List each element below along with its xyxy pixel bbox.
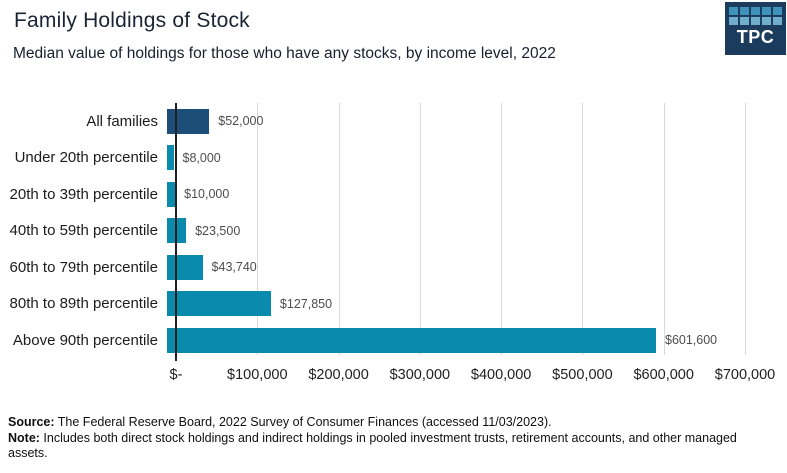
chart-row: All families $52,000 (0, 103, 787, 140)
bar-track: $43,740 (167, 249, 736, 286)
note-label: Note: (8, 430, 40, 445)
category-label: 60th to 79th percentile (9, 258, 158, 276)
category-label: Above 90th percentile (12, 331, 158, 349)
category-label: All families (86, 112, 158, 130)
category-label: 80th to 89th percentile (9, 295, 158, 313)
logo-squares-icon (729, 7, 782, 25)
x-tick-label: $600,000 (633, 367, 694, 383)
bar-track: $127,850 (167, 286, 736, 323)
x-tick-label: $300,000 (389, 367, 451, 383)
plot-rows: All families $52,000 Under 20th percentile… (0, 103, 787, 359)
x-axis: $- $100,000 $200,000 $300,000 $400,000 $500,0… (170, 365, 776, 385)
x-tick-label: $200,000 (308, 367, 369, 383)
gridline (419, 103, 421, 355)
page-title: Family Holdings of Stock (14, 9, 250, 32)
chart-row: 20th to 39th percentile $10,000 (0, 176, 787, 213)
bar (167, 327, 656, 353)
bar (167, 108, 210, 134)
value-label: $127,850 (279, 296, 333, 311)
value-label: $8,000 (182, 150, 221, 165)
value-label: $23,500 (195, 223, 241, 238)
tpc-logo: TPC (725, 2, 786, 55)
value-label: $43,740 (211, 260, 257, 275)
source-label: Source: (8, 415, 55, 429)
value-label: $52,000 (218, 114, 264, 129)
x-tick-label: $500,000 (552, 367, 613, 383)
note-text: Includes both direct stock holdings and … (8, 430, 737, 461)
gridline (745, 103, 746, 355)
x-tick-label: $100,000 (227, 367, 288, 383)
value-label: $10,000 (184, 187, 230, 202)
bar (167, 181, 176, 207)
source-line: Source: The Federal Reserve Board, 2022 … (8, 415, 778, 431)
x-tick-label: $700,000 (714, 367, 776, 383)
chart-row: Under 20th percentile $8,000 (0, 140, 787, 177)
x-tick-label: $400,000 (470, 367, 532, 383)
note-line: Note: Includes both direct stock holding… (8, 431, 778, 462)
category-label: Under 20th percentile (14, 149, 158, 167)
gridline (257, 103, 259, 355)
bar-track: $52,000 (167, 103, 736, 140)
bar-track: $8,000 (167, 140, 736, 177)
y-axis-line (175, 103, 177, 361)
chart-header: Family Holdings of Stock Median value of… (0, 0, 787, 100)
chart-row: 60th to 79th percentile $43,740 (0, 249, 787, 286)
chart-row: Above 90th percentile $601,600 (0, 322, 787, 359)
value-label: $601,600 (665, 333, 718, 348)
bar-track: $601,600 (167, 322, 736, 359)
bar (167, 291, 271, 317)
chart-footer: Source: The Federal Reserve Board, 2022 … (8, 415, 778, 462)
chart-subtitle: Median value of holdings for those who h… (13, 45, 556, 62)
x-tick-label: $- (169, 367, 183, 383)
gridline (663, 103, 665, 355)
bar (167, 145, 174, 171)
bar (167, 254, 203, 280)
source-text: The Federal Reserve Board, 2022 Survey o… (54, 415, 552, 429)
bar-chart: All families $52,000 Under 20th percentile… (0, 103, 787, 383)
category-label: 20th to 39th percentile (9, 185, 158, 203)
gridline (582, 103, 584, 355)
bar-track: $23,500 (167, 213, 736, 250)
gridline (501, 103, 503, 355)
logo-text: TPC (736, 27, 775, 47)
bar-track: $10,000 (167, 176, 736, 213)
gridline (338, 103, 340, 355)
gridlines (176, 103, 746, 355)
chart-row: 40th to 59th percentile $23,500 (0, 213, 787, 250)
category-label: 40th to 59th percentile (9, 222, 158, 240)
chart-row: 80th to 89th percentile $127,850 (0, 286, 787, 323)
